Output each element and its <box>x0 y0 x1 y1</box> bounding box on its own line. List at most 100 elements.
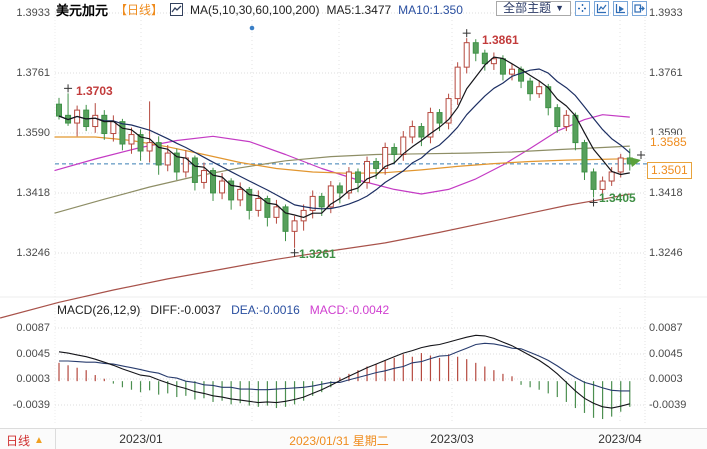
macd-axis-label-left: 0.0045 <box>16 348 50 360</box>
time-axis-bar: 日线 ▲ 2023/01 2023/01/31 星期二 2023/03 2023/04 <box>0 428 707 449</box>
candle-body <box>382 146 389 169</box>
candle-body <box>264 198 271 218</box>
ma5-value: MA5:1.3477 <box>326 2 392 17</box>
candle-body <box>364 160 371 183</box>
candle-body <box>599 180 606 190</box>
macd-axis-label-right: 0.0087 <box>649 322 683 334</box>
macd-axis-label-left: -0.0039 <box>12 399 50 411</box>
candle-body <box>336 185 343 194</box>
candle-body <box>210 170 217 194</box>
period-label: 日线 <box>6 434 31 448</box>
line-chart-icon <box>170 3 184 16</box>
candle-body <box>445 98 452 124</box>
candle-body <box>391 146 398 155</box>
candle-body <box>309 195 316 211</box>
price-annotation: 1.3405 <box>599 191 636 205</box>
ma200-line <box>0 193 630 319</box>
marker-dot <box>249 25 255 31</box>
candle-body <box>146 142 153 152</box>
ma10-value: MA10:1.350 <box>398 2 463 17</box>
macd-axis-label-left: 0.0087 <box>16 322 50 334</box>
price-axis-label-left: 1.3933 <box>16 7 50 19</box>
candle-body <box>454 66 461 100</box>
candle-body <box>472 42 479 54</box>
near-price-tag: 1.3585 <box>647 135 690 150</box>
price-axis-label-left: 1.3761 <box>16 67 50 79</box>
latest-bar-arrow-icon <box>629 157 641 167</box>
candle-body <box>581 142 588 173</box>
chart-line-icon[interactable] <box>594 1 609 16</box>
macd-header: MACD(26,12,9) DIFF:-0.0037 DEA:-0.0016 M… <box>57 303 389 317</box>
dea-line <box>59 342 630 392</box>
chart-header: 美元加元 【日线】 MA(5,10,30,60,100,200) MA5:1.3… <box>56 1 463 19</box>
chart-play-icon[interactable] <box>613 1 628 16</box>
candle-body <box>590 171 597 190</box>
candle-body <box>490 58 497 65</box>
ma10-line <box>58 68 631 210</box>
candle-body <box>545 86 552 109</box>
candle-body <box>228 180 235 201</box>
symbol-name: 美元加元 <box>56 3 109 18</box>
candle-body <box>563 114 570 128</box>
candle-body <box>273 206 280 218</box>
price-axis-label-right: 1.3418 <box>649 187 683 199</box>
candle-body <box>499 58 506 75</box>
candle-body <box>137 134 144 152</box>
diff-line <box>58 334 630 409</box>
candle-body <box>373 160 380 169</box>
period-badge: 【日线】 <box>115 3 164 17</box>
candle-body <box>345 171 352 194</box>
theme-dropdown[interactable]: 全部主题 ▼ <box>496 1 571 16</box>
candle-body <box>418 126 425 138</box>
theme-dropdown-label: 全部主题 <box>503 1 552 15</box>
chart-toolbar: 全部主题 ▼ <box>496 1 647 16</box>
ma5-line <box>58 56 630 218</box>
price-axis-label-left: 1.3246 <box>16 247 50 259</box>
crosshair-icon[interactable] <box>575 1 590 16</box>
candle-body <box>327 185 334 208</box>
candle-body <box>219 180 226 194</box>
period-selector[interactable]: 日线 ▲ <box>6 432 44 449</box>
price-axis-label-left: 1.3418 <box>16 187 50 199</box>
candle-body <box>255 198 262 211</box>
macd-axis-label-right: 0.0003 <box>649 373 683 385</box>
candle-body <box>554 107 561 128</box>
macd-axis-label-left: 0.0003 <box>16 373 50 385</box>
macd-macd-value: MACD:-0.0042 <box>309 303 390 317</box>
candle-body <box>56 103 62 117</box>
candle-body <box>527 80 534 95</box>
candle-body <box>318 195 325 208</box>
candle-body <box>200 170 207 183</box>
candle-body <box>191 157 198 183</box>
x-axis-label: 2023/04 <box>598 432 642 446</box>
x-axis-label: 2023/01 <box>119 432 163 446</box>
chevron-down-icon: ▼ <box>555 3 564 13</box>
divider <box>55 429 56 449</box>
price-axis-label-right: 1.3246 <box>649 247 683 259</box>
candle-body <box>300 209 307 222</box>
candle-body <box>427 112 434 138</box>
candle-body <box>237 188 244 201</box>
candle-body <box>92 114 99 128</box>
candle-body <box>617 157 624 173</box>
last-price-tag: 1.3501 <box>647 162 692 179</box>
candle-body <box>101 114 108 135</box>
candle-body <box>246 188 253 211</box>
x-axis-label: 2023/01/31 星期二 <box>289 434 389 448</box>
candle-body <box>354 171 361 183</box>
export-icon[interactable] <box>632 1 647 16</box>
macd-axis-label-right: 0.0045 <box>649 348 683 360</box>
candle-body <box>436 112 443 124</box>
price-annotation: 1.3861 <box>482 33 519 47</box>
price-axis-label-left: 1.3590 <box>16 127 50 139</box>
candle-body <box>282 206 289 232</box>
candle-body <box>291 220 298 232</box>
candle-body <box>409 126 416 138</box>
price-annotation: 1.3703 <box>76 84 113 98</box>
candle-body <box>164 152 171 166</box>
macd-axis-label-right: -0.0039 <box>649 399 687 411</box>
candle-body <box>463 42 470 68</box>
price-axis-label-right: 1.3761 <box>649 67 683 79</box>
